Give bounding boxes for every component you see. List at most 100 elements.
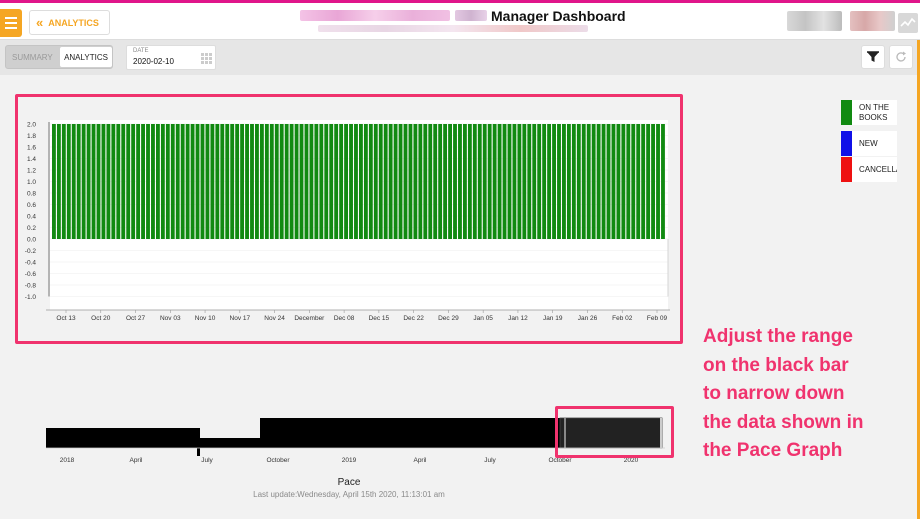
y-tick-label: 0.2 xyxy=(27,225,36,232)
bar xyxy=(373,124,378,239)
calendar-icon[interactable] xyxy=(201,53,212,64)
legend-label: ON THE BOOKS xyxy=(859,102,890,122)
bar xyxy=(507,124,512,239)
annotation-line: Adjust the range xyxy=(703,326,853,347)
filter-button[interactable] xyxy=(861,45,885,69)
y-tick-label: 0.6 xyxy=(27,202,36,209)
x-tick-label: Nov 10 xyxy=(195,315,216,322)
bar xyxy=(522,124,527,239)
bar xyxy=(532,124,537,239)
bar xyxy=(61,124,66,239)
tab-analytics[interactable]: ANALYTICS xyxy=(60,47,112,67)
legend-item-new[interactable]: NEW xyxy=(841,131,897,156)
x-tick-label: Dec 15 xyxy=(369,315,390,322)
activity-icon[interactable] xyxy=(898,13,918,33)
bar xyxy=(354,124,358,239)
y-tick-label: -1.0 xyxy=(25,294,37,301)
bar xyxy=(462,124,467,239)
back-to-analytics-button[interactable]: « ANALYTICS xyxy=(29,10,110,35)
bar xyxy=(611,124,616,239)
bar xyxy=(136,124,141,239)
bar xyxy=(180,124,185,239)
x-tick-label: Dec 22 xyxy=(403,315,424,322)
y-tick-label: 1.4 xyxy=(27,156,36,163)
x-tick-label: Nov 17 xyxy=(230,315,251,322)
navigator-tick-label: April xyxy=(129,457,143,464)
bar xyxy=(329,124,334,239)
legend-item-on-the-books[interactable]: ON THE BOOKS xyxy=(841,100,897,125)
x-tick-label: Nov 24 xyxy=(264,315,285,322)
bar xyxy=(571,124,576,239)
bar xyxy=(403,124,408,239)
bar xyxy=(264,124,269,239)
bar xyxy=(423,124,428,239)
y-tick-label: 0.8 xyxy=(27,191,36,198)
bar xyxy=(160,124,165,239)
bar xyxy=(433,124,438,239)
hamburger-icon xyxy=(5,27,17,29)
bar xyxy=(616,124,621,239)
x-tick-label: Feb 09 xyxy=(647,315,668,322)
x-tick-label: Jan 19 xyxy=(543,315,563,322)
bar xyxy=(165,124,170,239)
bar xyxy=(596,124,601,239)
bar xyxy=(52,124,56,239)
bar xyxy=(661,124,665,239)
range-navigator[interactable]: 2018 April July October 2019 April July October… xyxy=(40,405,680,470)
range-handle-grip-right xyxy=(660,418,662,448)
page-scrollbar[interactable] xyxy=(917,40,920,519)
bar xyxy=(259,124,264,239)
last-update: Last update:Wednesday, April 15th 2020, … xyxy=(253,490,445,499)
range-handle-left xyxy=(197,438,200,456)
range-handle-grip-left xyxy=(564,418,566,448)
bar xyxy=(388,124,393,239)
bar xyxy=(91,124,96,239)
pace-bar-chart: 2.0 1.8 1.6 1.4 1.2 1.0 0.8 0.6 0.4 0.2 0.0 -0.2 -0.… xyxy=(16,95,682,343)
legend-item-cancellations[interactable]: CANCELLA xyxy=(841,157,897,182)
bar xyxy=(294,124,299,239)
bar xyxy=(106,124,111,239)
bar xyxy=(245,124,249,239)
view-toggle: SUMMARY ANALYTICS xyxy=(5,45,113,69)
bar xyxy=(482,124,487,239)
legend-label: NEW xyxy=(859,138,878,148)
menu-button[interactable] xyxy=(0,9,22,37)
filter-icon xyxy=(867,51,879,62)
refresh-button[interactable] xyxy=(889,45,913,69)
bar xyxy=(606,124,611,239)
bar xyxy=(81,124,86,239)
bar xyxy=(324,124,329,239)
bar xyxy=(255,124,259,239)
x-tick-label: Nov 03 xyxy=(160,315,181,322)
navigator-tick-label: 2018 xyxy=(60,457,75,464)
bar xyxy=(601,124,606,239)
legend-swatch-cancellations xyxy=(841,157,852,182)
bar xyxy=(240,124,245,239)
pace-area xyxy=(46,418,560,448)
bar xyxy=(284,124,289,239)
bar xyxy=(398,124,403,239)
bar xyxy=(502,124,507,239)
bar xyxy=(626,124,631,239)
navigator-tick-label: July xyxy=(484,457,496,464)
bar xyxy=(66,124,71,239)
navigator-tick-label: July xyxy=(201,457,213,464)
bar xyxy=(190,124,195,239)
tab-summary[interactable]: SUMMARY xyxy=(12,53,53,62)
bar xyxy=(101,124,106,239)
redacted-user-avatar[interactable] xyxy=(850,11,895,31)
x-tick-label: Dec 08 xyxy=(334,315,355,322)
annotation-line: on the black bar xyxy=(703,354,849,376)
app-header: « ANALYTICS Manager Dashboard xyxy=(0,3,920,40)
date-picker[interactable]: DATE 2020-02-10 xyxy=(126,45,216,70)
bar xyxy=(126,124,131,239)
bar xyxy=(566,124,571,239)
bar xyxy=(562,124,566,239)
bar xyxy=(636,124,641,239)
bar xyxy=(458,124,462,239)
bar xyxy=(557,124,561,239)
bar xyxy=(359,124,363,239)
bar xyxy=(418,124,423,239)
bar xyxy=(121,124,126,239)
redacted-property-name xyxy=(300,10,450,21)
